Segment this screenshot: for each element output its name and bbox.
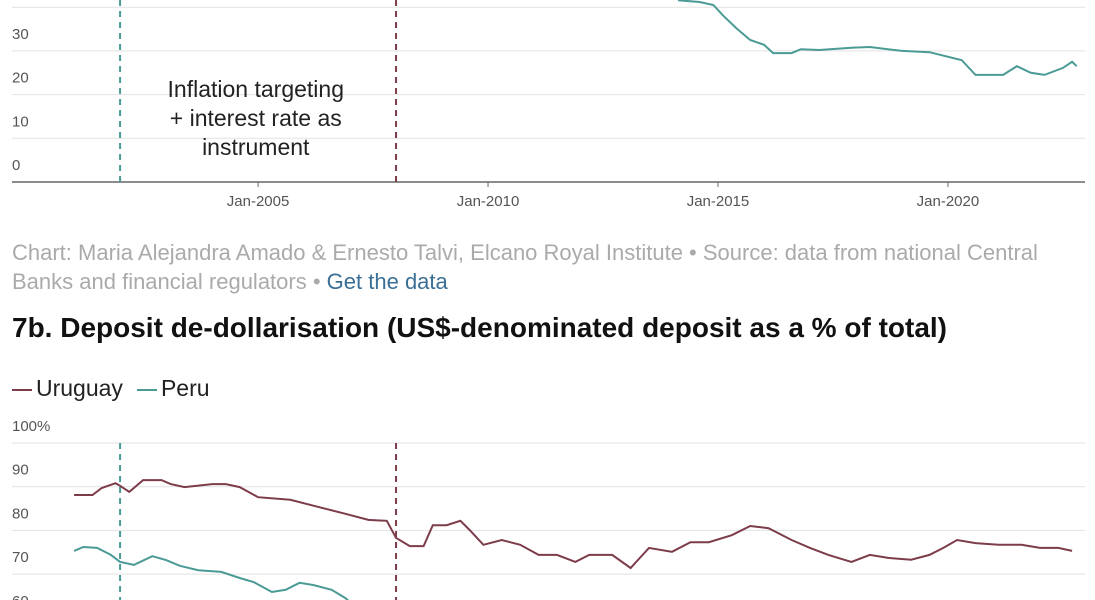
x-tick-label: Jan-2005 [227, 193, 290, 210]
source-text: Chart: Maria Alejandra Amado & Ernesto T… [12, 240, 1038, 294]
y-tick-label: 10 [12, 113, 29, 130]
x-tick-label: Jan-2010 [457, 193, 520, 210]
data-link[interactable]: Get the data [326, 269, 448, 294]
legend-label: Peru [160, 375, 210, 401]
annotation: instrument [202, 134, 310, 160]
legend-label: Uruguay [36, 375, 123, 401]
x-tick-label: Jan-2015 [687, 193, 750, 210]
legend-swatch [136, 388, 157, 391]
legend-item: Uruguay [12, 375, 123, 402]
annotation: + interest rate as [170, 105, 342, 131]
y-tick-label: 80 [12, 505, 29, 522]
y-tick-label: 100% [12, 418, 50, 435]
source-note: Chart: Maria Alejandra Amado & Ernesto T… [12, 238, 1072, 296]
legend: Uruguay Peru [12, 375, 210, 402]
y-tick-label: 20 [12, 70, 29, 87]
annotation: Inflation targeting [168, 76, 344, 102]
data-line [73, 545, 350, 600]
y-tick-label: 0 [12, 157, 20, 174]
x-tick-label: Jan-2020 [917, 193, 980, 210]
data-line [677, 0, 1078, 76]
chart-title: 7b. Deposit de-dollarisation (US$-denomi… [12, 312, 947, 343]
y-tick-label: 70 [12, 549, 29, 566]
data-line [74, 479, 1073, 570]
y-tick-label: 30 [12, 26, 29, 43]
y-tick-label: 60 [12, 593, 29, 600]
legend-item: Peru [136, 375, 210, 402]
y-tick-label: 90 [12, 462, 29, 479]
legend-swatch [12, 388, 32, 391]
